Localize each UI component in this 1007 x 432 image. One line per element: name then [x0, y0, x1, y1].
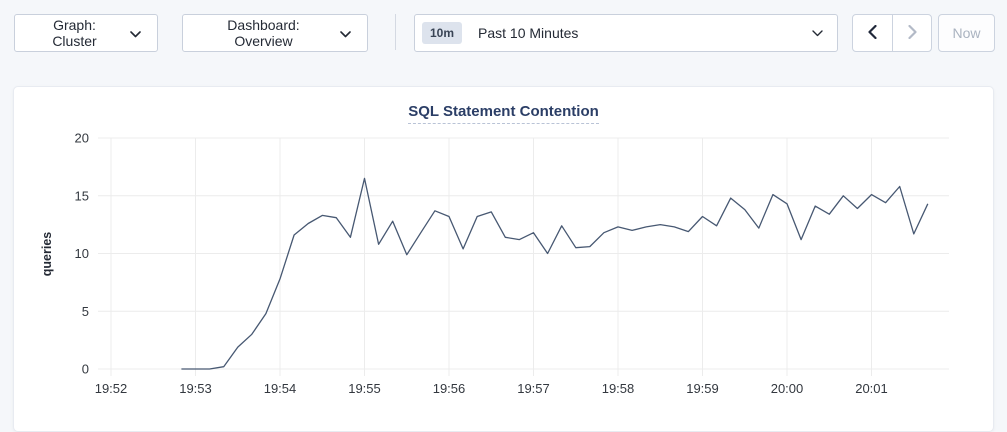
- y-tick-label: 15: [75, 188, 89, 203]
- chevron-right-icon: [907, 24, 917, 42]
- graph-dropdown[interactable]: Graph: Cluster: [14, 14, 158, 52]
- y-axis-label: queries: [40, 232, 54, 277]
- chevron-down-icon: [340, 25, 351, 41]
- chart-line: [181, 177, 929, 370]
- chevron-down-icon: [130, 25, 141, 41]
- chart-canvas: 0 5 10 15 20 19:52 19:53 19:54 19:55 19:56 19:57 19…: [40, 131, 949, 396]
- x-tick-label: 19:53: [179, 381, 212, 396]
- toolbar-divider: [395, 14, 396, 50]
- time-step-button-group: [852, 14, 932, 52]
- chart-panel: SQL Statement Contention 0 5 10 15 20 19:52 19…: [13, 86, 994, 432]
- chevron-down-icon: [812, 24, 823, 42]
- x-tick-label: 19:55: [348, 381, 381, 396]
- chart-title[interactable]: SQL Statement Contention: [408, 103, 599, 124]
- x-tick-label: 19:54: [264, 381, 297, 396]
- next-time-button[interactable]: [892, 15, 931, 51]
- time-window-dropdown[interactable]: 10m Past 10 Minutes: [414, 14, 838, 52]
- y-tick-label: 0: [82, 362, 89, 377]
- x-tick-label: 19:57: [517, 381, 550, 396]
- y-tick-label: 10: [75, 246, 89, 261]
- time-window-label: Past 10 Minutes: [478, 25, 579, 41]
- time-window-badge: 10m: [422, 22, 463, 44]
- x-tick-label: 19:52: [95, 381, 128, 396]
- x-tick-label: 20:00: [771, 381, 804, 396]
- dashboard-dropdown-label: Dashboard: Overview: [227, 17, 300, 49]
- top-toolbar: Graph: Cluster Dashboard: Overview 10m P…: [0, 0, 1007, 73]
- y-tick-label: 20: [75, 131, 89, 146]
- graph-dropdown-label: Graph: Cluster: [52, 17, 97, 49]
- x-tick-label: 19:56: [433, 381, 466, 396]
- prev-time-button[interactable]: [853, 15, 892, 51]
- now-button[interactable]: Now: [938, 14, 995, 52]
- x-tick-label: 19:58: [602, 381, 635, 396]
- x-tick-label: 19:59: [686, 381, 719, 396]
- chevron-left-icon: [868, 24, 877, 42]
- y-tick-label: 5: [82, 304, 89, 319]
- chart-title-row: SQL Statement Contention: [14, 103, 993, 124]
- x-tick-label: 20:01: [855, 381, 888, 396]
- dashboard-dropdown[interactable]: Dashboard: Overview: [182, 14, 368, 52]
